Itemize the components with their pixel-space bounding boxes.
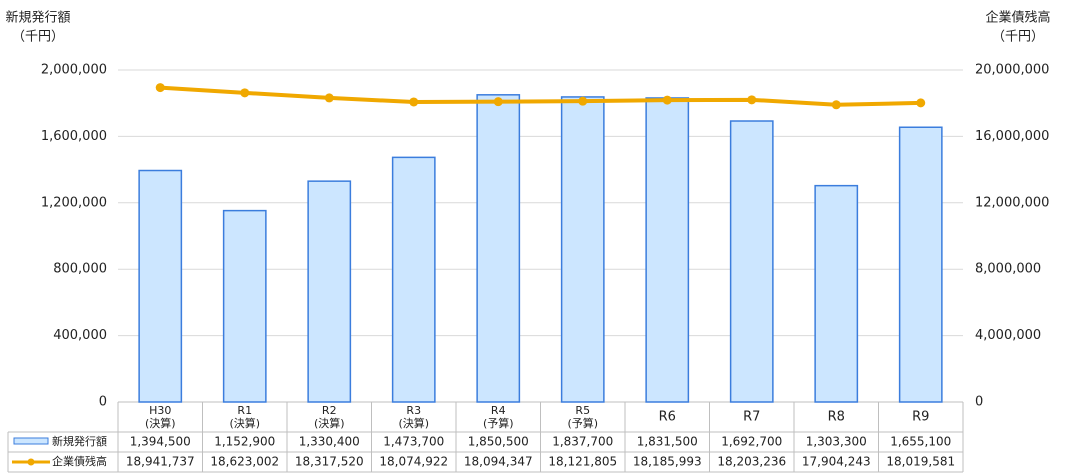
table-value: 1,655,100 xyxy=(890,435,951,449)
bar xyxy=(645,97,690,403)
y-tick-label: 2,000,000 xyxy=(41,63,107,78)
x-tick-label: R1 xyxy=(237,404,252,417)
y-axis-unit: （千円） xyxy=(12,30,64,45)
table-value: 18,185,993 xyxy=(633,455,702,469)
table-value: 18,317,520 xyxy=(295,455,364,469)
y-tick-label: 1,600,000 xyxy=(41,129,107,144)
bar xyxy=(729,120,774,403)
table-value: 18,074,922 xyxy=(379,455,448,469)
y2-tick-label: 8,000,000 xyxy=(975,262,1041,277)
y-tick-label: 800,000 xyxy=(53,262,107,277)
x-tick-note: (決算) xyxy=(314,416,345,430)
bar xyxy=(307,180,352,403)
x-tick-label: R2 xyxy=(322,404,337,417)
table-value: 18,121,805 xyxy=(548,455,617,469)
table-value: 1,837,700 xyxy=(552,435,613,449)
bar xyxy=(391,156,436,403)
y2-tick-label: 12,000,000 xyxy=(975,195,1049,210)
x-tick-label: R7 xyxy=(743,410,760,425)
table-value: 1,692,700 xyxy=(721,435,782,449)
y2-tick-label: 0 xyxy=(975,395,983,410)
y-tick-label: 0 xyxy=(99,395,107,410)
table-value: 18,019,581 xyxy=(886,455,955,469)
table-value: 1,152,900 xyxy=(214,435,275,449)
table-value: 1,850,500 xyxy=(468,435,529,449)
y2-tick-label: 16,000,000 xyxy=(975,129,1049,144)
y2-axis-title: 企業債残高 xyxy=(985,10,1050,26)
x-tick-note: (予算) xyxy=(567,416,598,430)
line-marker xyxy=(493,97,503,107)
line-marker xyxy=(409,97,419,107)
legend-marker xyxy=(27,458,35,466)
y2-axis-unit: （千円） xyxy=(992,30,1044,45)
line xyxy=(160,85,921,107)
table-value: 18,094,347 xyxy=(464,455,533,469)
table-value: 17,904,243 xyxy=(802,455,871,469)
y-tick-label: 400,000 xyxy=(53,328,107,343)
table-value: 1,473,700 xyxy=(383,435,444,449)
table-value: 1,303,300 xyxy=(806,435,867,449)
y2-tick-label: 20,000,000 xyxy=(975,63,1049,78)
line-marker xyxy=(578,96,588,106)
table-value: 1,831,500 xyxy=(637,435,698,449)
table-value: 1,330,400 xyxy=(299,435,360,449)
bar xyxy=(222,209,267,403)
bar xyxy=(560,96,605,403)
line-marker xyxy=(831,100,841,110)
y2-tick-label: 4,000,000 xyxy=(975,328,1041,343)
x-tick-note: (予算) xyxy=(483,416,514,430)
legend-swatch xyxy=(13,437,49,445)
table-value: 1,394,500 xyxy=(130,435,191,449)
bar xyxy=(476,94,521,403)
table-value: 18,941,737 xyxy=(126,455,195,469)
line-marker xyxy=(155,83,165,93)
x-tick-label: R4 xyxy=(491,404,506,417)
line-marker xyxy=(240,88,250,98)
legend-label: 企業債残高 xyxy=(52,454,107,468)
x-tick-label: H30 xyxy=(149,404,171,417)
line-marker xyxy=(324,93,334,103)
bar xyxy=(814,184,859,403)
legend-label: 新規発行額 xyxy=(52,434,107,448)
x-tick-note: (決算) xyxy=(398,416,429,430)
table-value: 18,203,236 xyxy=(717,455,786,469)
y-axis-title: 新規発行額 xyxy=(5,10,70,26)
x-tick-label: R6 xyxy=(659,410,676,425)
x-tick-label: R9 xyxy=(912,410,929,425)
line-marker xyxy=(662,95,672,105)
line-marker xyxy=(747,95,757,105)
x-tick-label: R5 xyxy=(575,404,590,417)
line-marker xyxy=(916,98,926,108)
x-tick-label: R8 xyxy=(828,410,845,425)
x-tick-note: (決算) xyxy=(229,416,260,430)
y-tick-label: 1,200,000 xyxy=(41,195,107,210)
x-tick-label: R3 xyxy=(406,404,421,417)
bar xyxy=(138,169,183,403)
table-value: 18,623,002 xyxy=(210,455,279,469)
x-tick-note: (決算) xyxy=(145,416,176,430)
bar xyxy=(898,126,943,403)
